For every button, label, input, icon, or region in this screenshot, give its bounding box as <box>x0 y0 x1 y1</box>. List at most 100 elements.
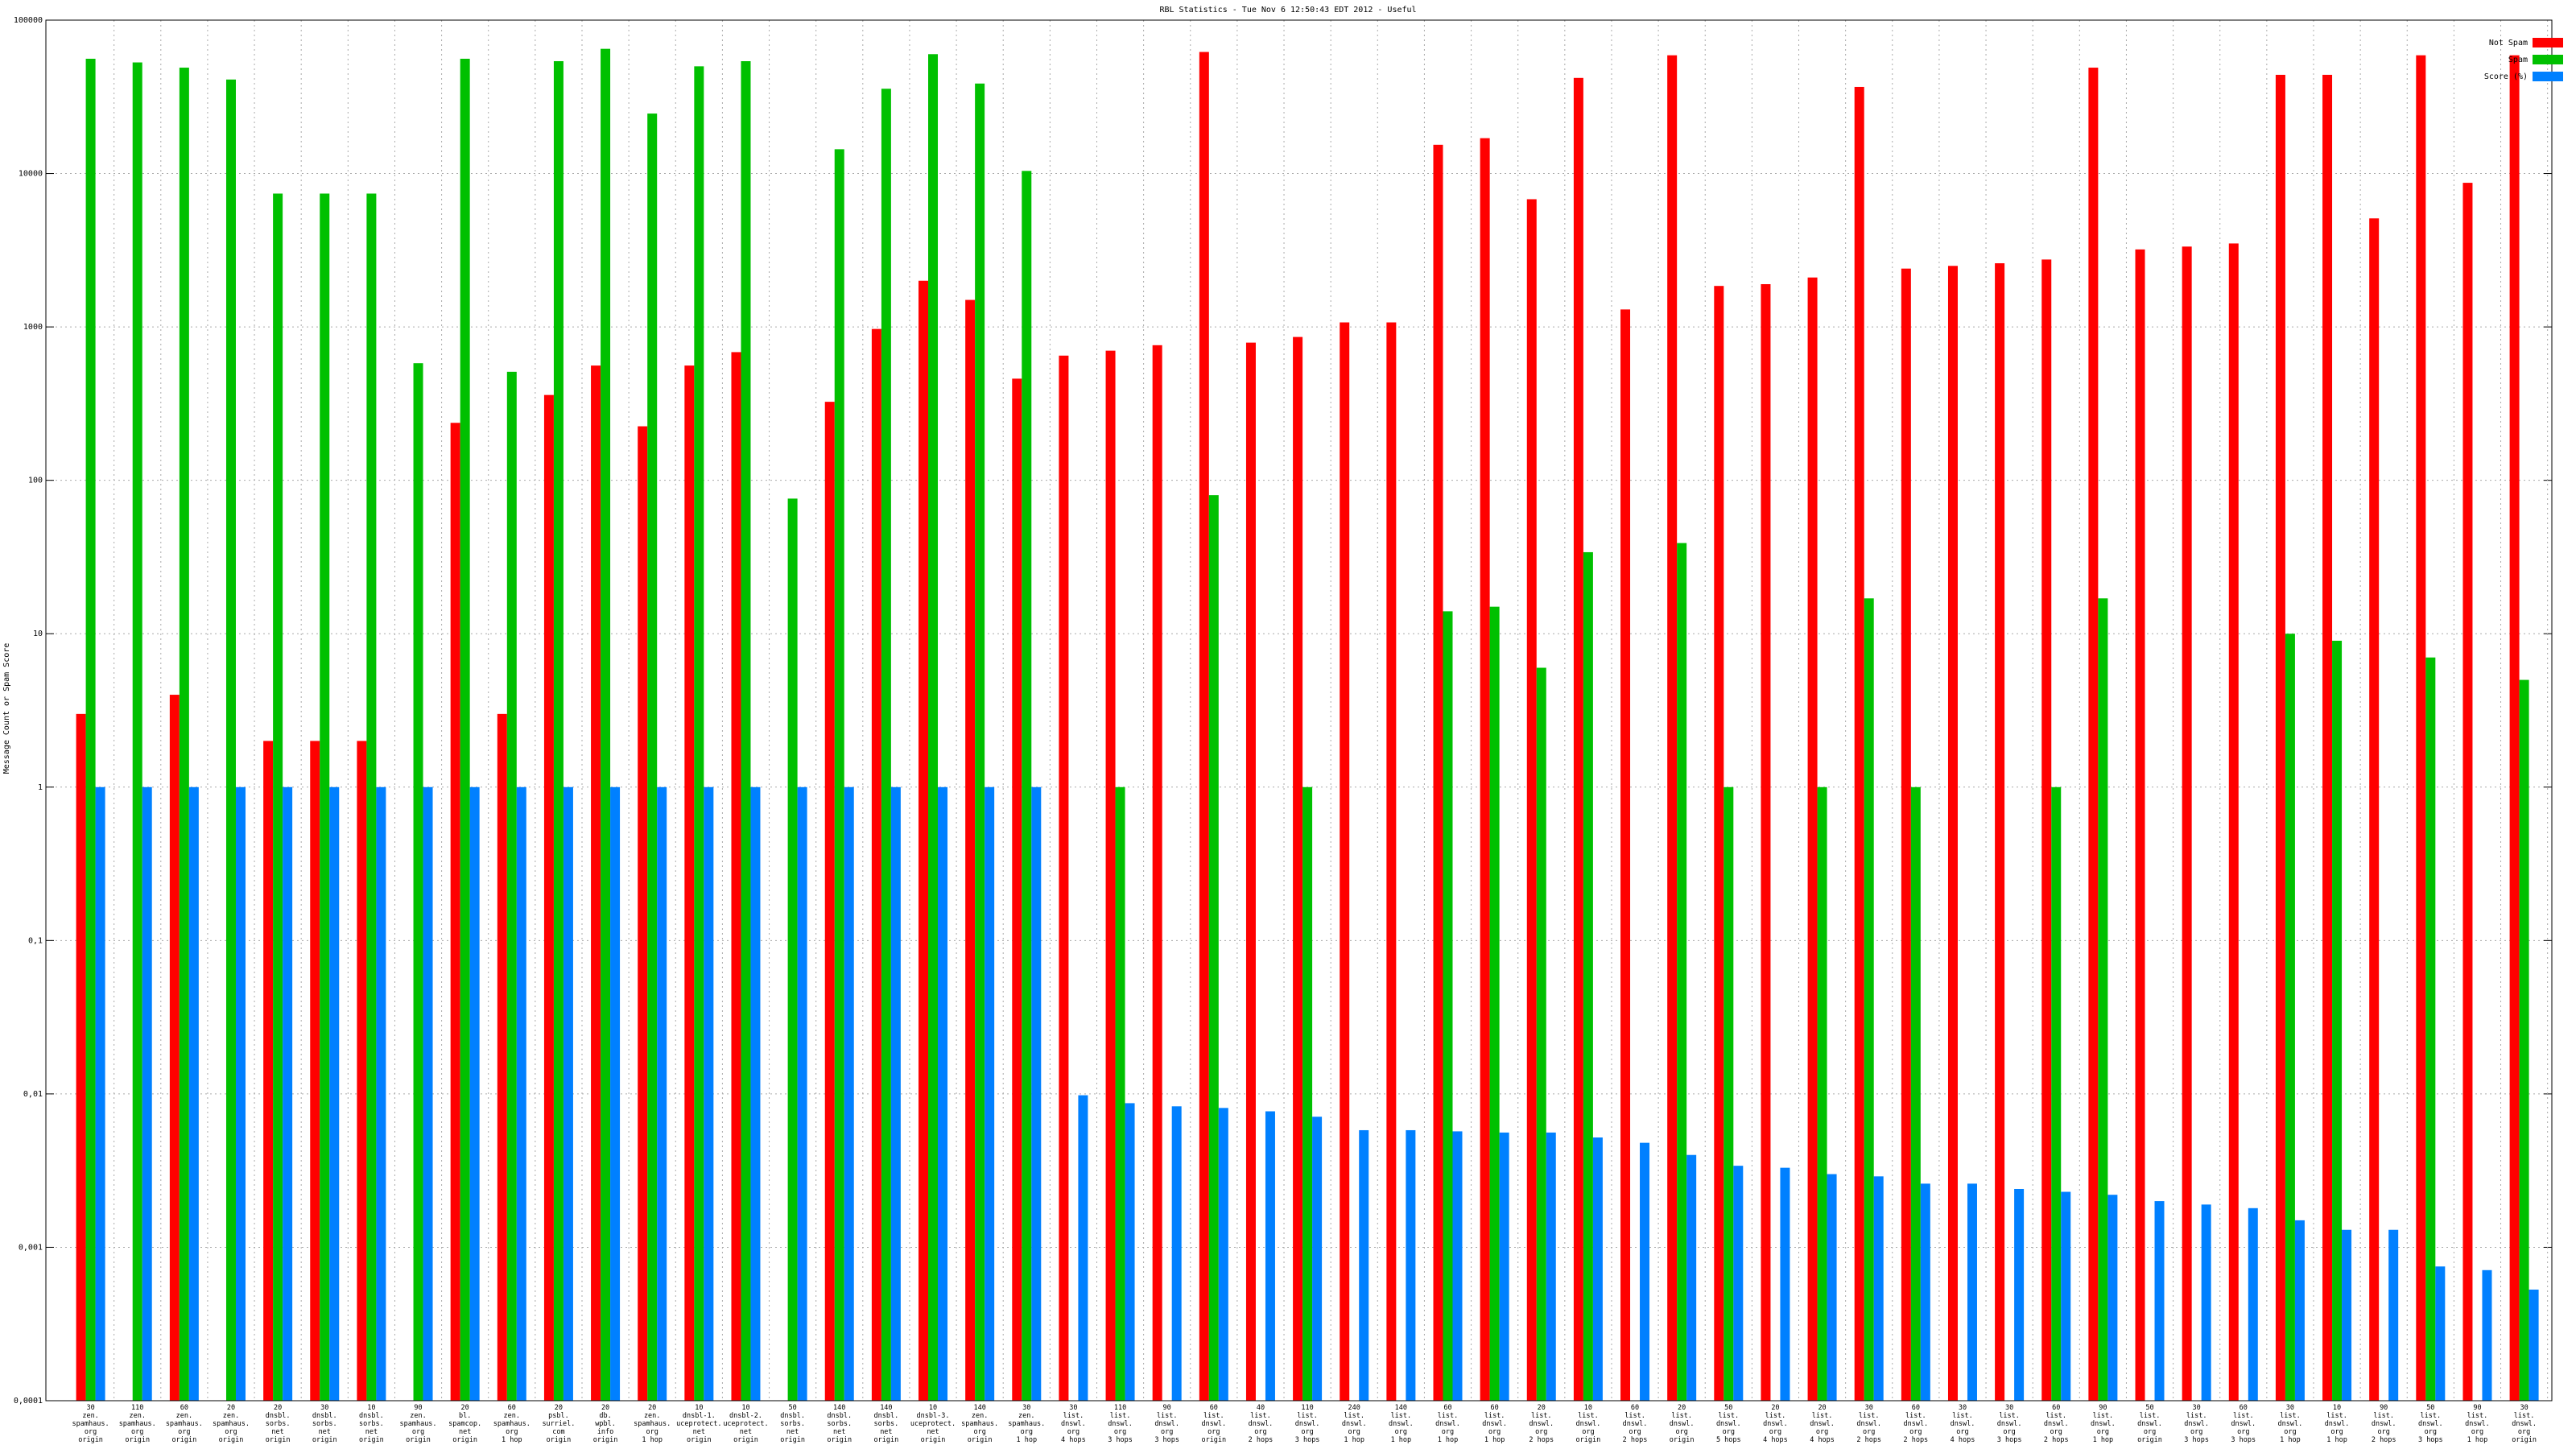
bar <box>797 786 807 1401</box>
bar <box>694 66 704 1402</box>
bar <box>1499 1132 1509 1401</box>
legend-label: Not Spam <box>2489 39 2528 47</box>
x-tick-label: 60 list. dnswl. org 1 hop <box>1482 1404 1507 1444</box>
bar <box>283 786 293 1401</box>
x-tick-label: 20 list. dnswl. org 4 hops <box>1810 1404 1835 1444</box>
x-tick-label: 20 list. dnswl. org 2 hops <box>1529 1404 1554 1444</box>
bar <box>2107 1195 2118 1401</box>
y-tick-label: 0,001 <box>19 1243 43 1252</box>
bar <box>1873 1176 1884 1401</box>
bar <box>1854 86 1864 1401</box>
bar <box>1115 786 1125 1401</box>
x-tick-label: 140 zen. spamhaus. org origin <box>961 1404 999 1444</box>
bar <box>1386 322 1397 1402</box>
x-tick-label: 20 bl. spamcop. net origin <box>448 1404 482 1444</box>
bar <box>1677 543 1687 1401</box>
x-tick-label: 110 list. dnswl. org 3 hops <box>1294 1404 1320 1444</box>
x-tick-label: 90 list. dnswl. org 1 hop <box>2091 1404 2116 1444</box>
y-tick-label: 100 <box>28 477 43 485</box>
bar <box>2509 55 2520 1402</box>
x-tick-label: 30 list. dnswl. org origin <box>2512 1404 2537 1444</box>
bar <box>750 786 761 1401</box>
bar <box>2482 1269 2492 1401</box>
bar <box>591 365 601 1402</box>
x-tick-label: 30 list. dnswl. org 3 hops <box>1996 1404 2022 1444</box>
x-tick-label: 30 list. dnswl. org 1 hop <box>2277 1404 2303 1444</box>
x-tick-label: 110 list. dnswl. org 3 hops <box>1108 1404 1133 1444</box>
bar <box>1265 1111 1275 1401</box>
x-tick-label: 30 list. dnswl. org 2 hops <box>1856 1404 1882 1444</box>
bar <box>1208 495 1219 1401</box>
bar <box>1592 1137 1603 1401</box>
x-tick-label: 60 zen. spamhaus. org origin <box>165 1404 203 1444</box>
x-tick-label: 50 dnsbl. sorbs. net origin <box>780 1404 805 1444</box>
x-tick-label: 30 list. dnswl. org 4 hops <box>1950 1404 1975 1444</box>
bar <box>2425 657 2436 1401</box>
legend-swatch <box>2533 72 2563 81</box>
bar <box>741 60 751 1401</box>
bar <box>366 193 377 1402</box>
bar <box>1536 667 1546 1401</box>
x-tick-label: 60 list. dnswl. org 2 hops <box>1903 1404 1929 1444</box>
bar <box>1910 786 1921 1401</box>
bar <box>1171 1106 1182 1401</box>
legend-swatch <box>2533 38 2563 47</box>
x-tick-label: 140 list. dnswl. org 1 hop <box>1389 1404 1414 1444</box>
bar <box>1022 171 1032 1401</box>
bar <box>2462 183 2473 1401</box>
bar <box>1245 342 1256 1401</box>
x-tick-label: 90 zen. spamhaus. org origin <box>399 1404 437 1444</box>
bar <box>610 786 621 1401</box>
bar <box>2154 1201 2165 1401</box>
bar <box>2228 243 2239 1401</box>
bar <box>235 786 246 1401</box>
bar <box>881 89 891 1401</box>
bar <box>1302 786 1313 1401</box>
bar <box>142 786 152 1401</box>
x-tick-label: 90 list. dnswl. org 1 hop <box>2465 1404 2490 1444</box>
y-tick-label: 0,0001 <box>14 1397 43 1406</box>
bar <box>169 695 180 1401</box>
x-tick-label: 10 list. dnswl. org 1 hop <box>2324 1404 2350 1444</box>
bar <box>824 402 835 1401</box>
bar <box>834 149 844 1402</box>
bar <box>890 786 901 1401</box>
y-tick-label: 10000 <box>19 170 43 179</box>
x-tick-label: 30 zen. spamhaus. org origin <box>72 1404 109 1444</box>
bar <box>1761 283 1771 1402</box>
bar <box>704 786 714 1401</box>
bar <box>1817 786 1827 1401</box>
bar <box>273 193 283 1402</box>
bar <box>497 713 507 1401</box>
bar <box>320 193 330 1402</box>
bar <box>188 786 199 1401</box>
bar <box>1312 1117 1323 1401</box>
x-tick-label: 60 list. dnswl. org origin <box>1201 1404 1227 1444</box>
bar <box>2051 786 2062 1401</box>
bar <box>1340 322 1350 1402</box>
bar <box>2014 1188 2025 1401</box>
bar <box>1724 786 1734 1401</box>
x-tick-label: 140 dnsbl. sorbs. net origin <box>827 1404 852 1444</box>
bar <box>938 786 948 1401</box>
bar <box>2275 74 2285 1402</box>
bar <box>2416 55 2426 1402</box>
bar <box>787 498 798 1401</box>
bar <box>376 786 386 1401</box>
y-tick-label: 100000 <box>14 16 43 25</box>
x-tick-label: 20 dnsbl. sorbs. net origin <box>265 1404 291 1444</box>
x-tick-label: 10 dnsbl-2. uceprotect. net origin <box>723 1404 769 1444</box>
x-tick-label: 90 list. dnswl. org 2 hops <box>2371 1404 2396 1444</box>
x-tick-label: 20 zen. spamhaus. org 1 hop <box>634 1404 671 1444</box>
bar <box>1827 1174 1837 1401</box>
bar <box>928 54 939 1401</box>
legend-label: Score (%) <box>2484 72 2528 81</box>
bar <box>965 299 976 1402</box>
bar <box>423 786 433 1401</box>
bar <box>2041 259 2052 1402</box>
bar <box>1620 309 1631 1401</box>
bar <box>2201 1204 2211 1401</box>
bar <box>179 68 189 1401</box>
bar <box>1733 1166 1744 1401</box>
